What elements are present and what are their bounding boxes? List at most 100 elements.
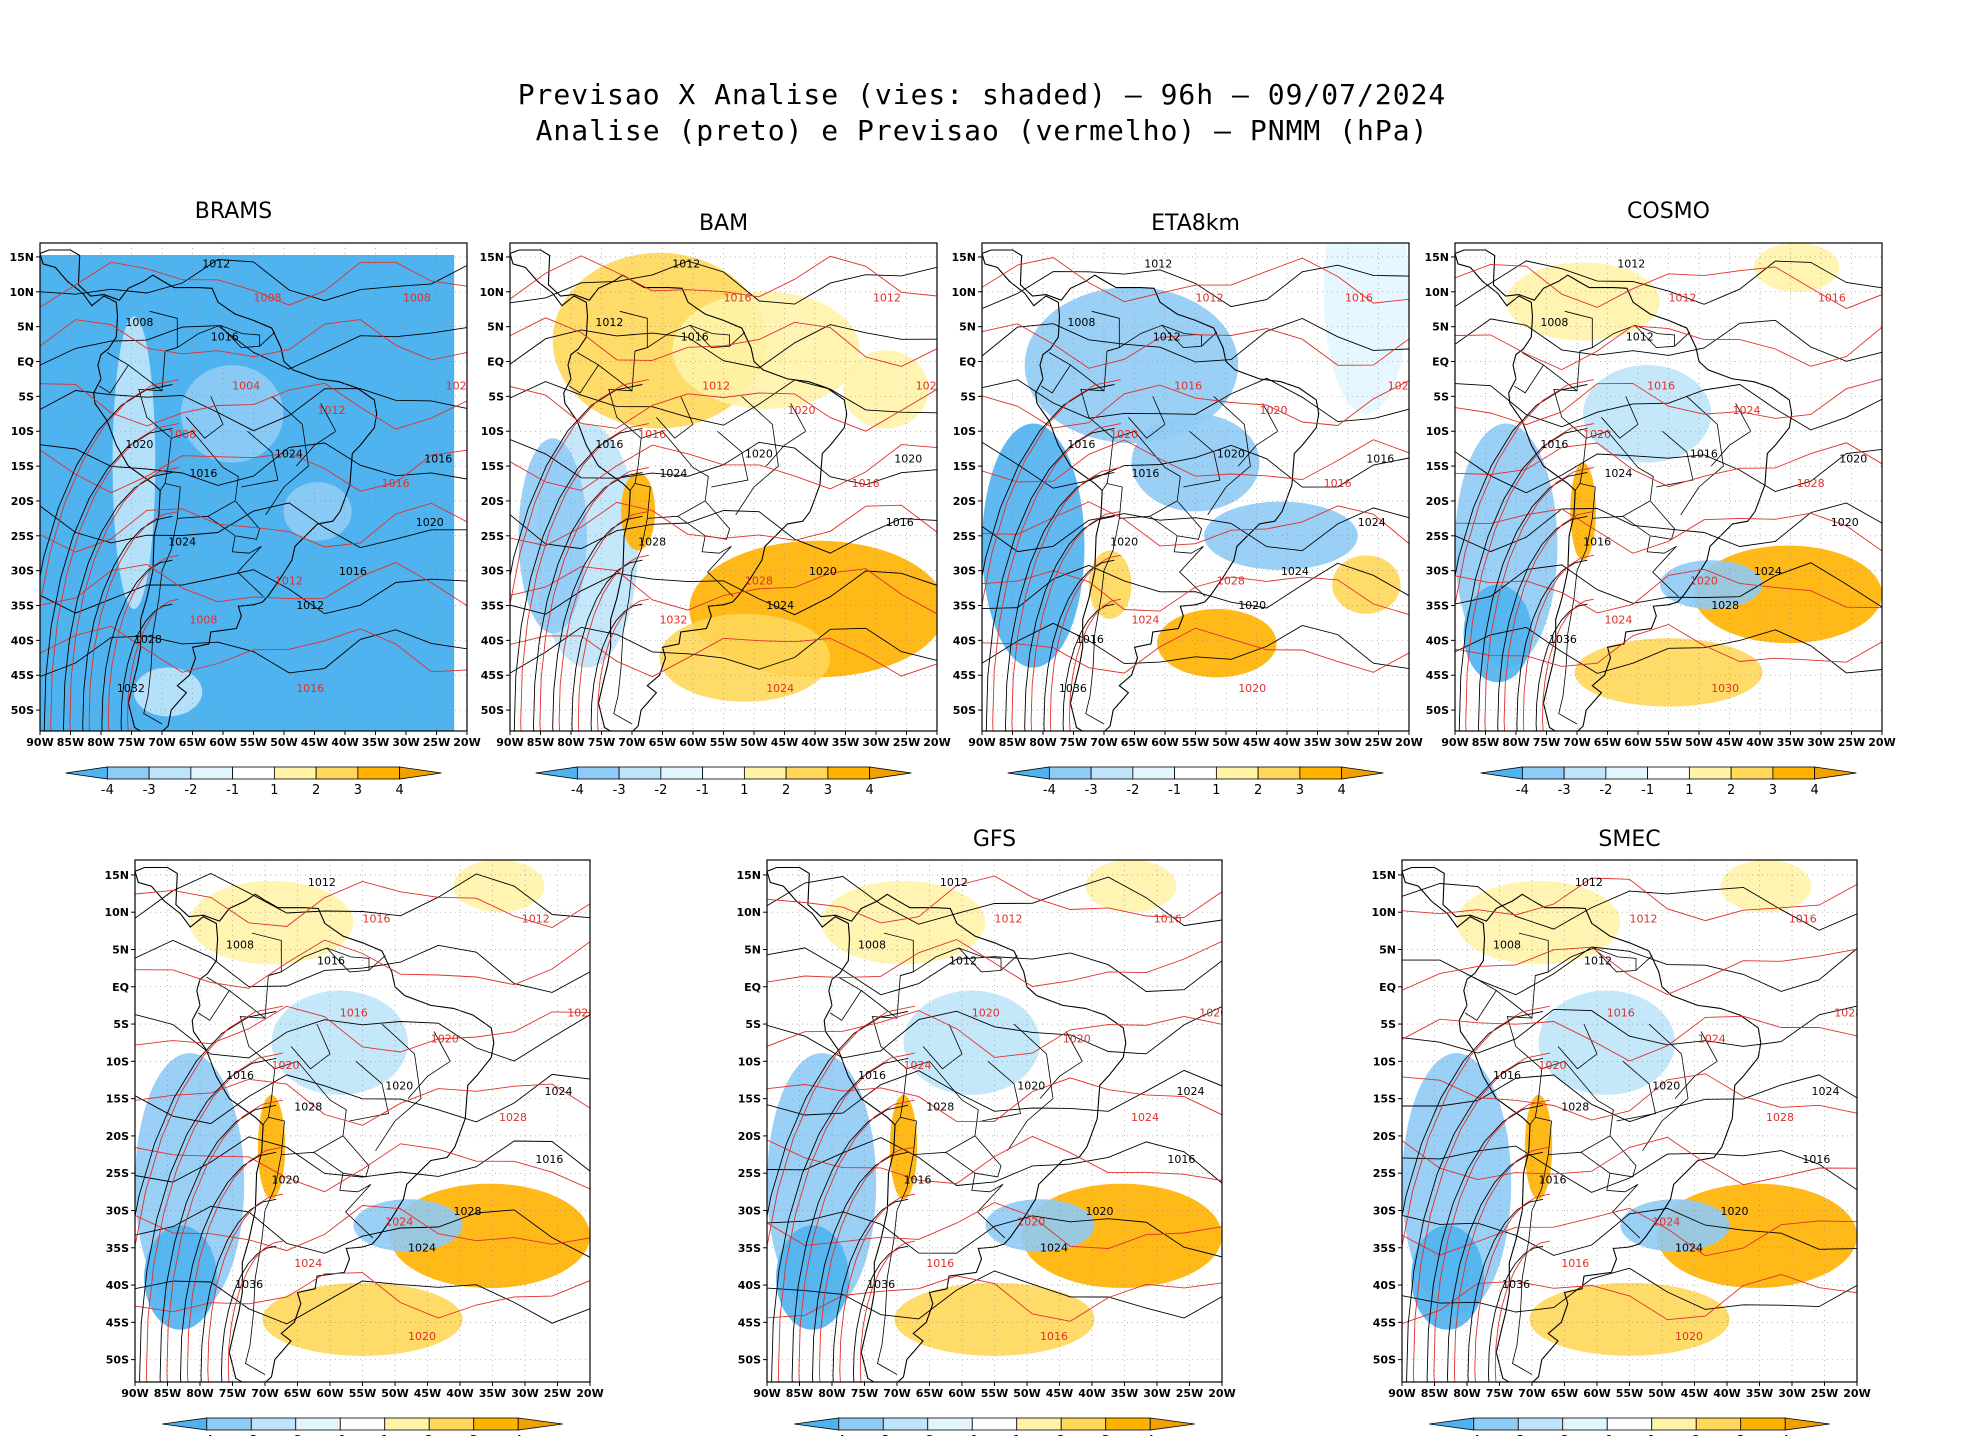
- bias-shading: [1088, 550, 1132, 619]
- analysis-isobar: [1402, 883, 1857, 931]
- lat-tick-label: 45S: [1426, 669, 1449, 682]
- country-border: [1558, 518, 1593, 725]
- forecast-isobar: [510, 444, 937, 491]
- analysis-contour-label: 1024: [1675, 1242, 1703, 1255]
- lat-tick-label: 5S: [18, 390, 34, 403]
- lon-tick-label: 90W: [753, 1387, 780, 1400]
- country-border: [677, 500, 731, 540]
- analysis-contour-label: 1008: [125, 316, 153, 329]
- lat-tick-label: 10S: [953, 425, 976, 438]
- lat-tick-label: 10S: [11, 425, 34, 438]
- colorbar-label: 1: [381, 1434, 389, 1436]
- lat-tick-label: 15S: [953, 460, 976, 473]
- colorbar-segment: [473, 1417, 519, 1431]
- lat-tick-label: 35S: [1426, 600, 1449, 613]
- lon-tick-label: 30W: [1143, 1387, 1170, 1400]
- colorbar-label: -3: [613, 783, 626, 798]
- analysis-contour-label: 1020: [1839, 453, 1867, 466]
- lon-tick-label: 60W: [1624, 736, 1651, 749]
- lon-tick-label: 80W: [87, 736, 114, 749]
- forecast-isobar: [40, 319, 467, 361]
- colorbar-label: -4: [101, 783, 114, 798]
- country-border: [861, 990, 898, 1019]
- forecast-contour-label: 1020: [1110, 428, 1138, 441]
- analysis-isobar: [590, 603, 643, 731]
- lon-tick-label: 85W: [999, 736, 1026, 749]
- colorbar-segment: [1341, 766, 1384, 780]
- analysis-contour-label: 1028: [1561, 1101, 1589, 1114]
- analysis-contour-label: 1016: [211, 331, 239, 344]
- analysis-contour-label: 1012: [202, 257, 230, 270]
- forecast-contour-label: 1016: [296, 682, 324, 695]
- analysis-isobar: [135, 1280, 590, 1325]
- lat-tick-label: 45S: [953, 669, 976, 682]
- analysis-contour-label: 1020: [1217, 448, 1245, 461]
- lon-tick-label: 20W: [923, 736, 950, 749]
- forecast-isobar: [1455, 379, 1594, 607]
- forecast-contour-label: 1020: [272, 1059, 300, 1072]
- lat-tick-label: 50S: [738, 1354, 761, 1367]
- analysis-contour-label: 1020: [125, 438, 153, 451]
- forecast-isobar: [1402, 1015, 1857, 1062]
- colorbar: -4 -3 -2 -1 1 2 3 4: [535, 766, 912, 798]
- lat-tick-label: 5N: [17, 321, 34, 334]
- analysis-isobar: [1455, 502, 1882, 553]
- analysis-isobar: [982, 264, 1409, 310]
- forecast-isobar: [1402, 1274, 1857, 1325]
- country-border: [138, 324, 276, 519]
- country-border: [829, 976, 862, 1021]
- analysis-contour-label: 1012: [1617, 257, 1645, 270]
- lon-tick-label: 80W: [1029, 736, 1056, 749]
- lon-tick-label: 75W: [1060, 736, 1087, 749]
- analysis-isobar: [135, 873, 590, 919]
- country-border: [1543, 364, 1578, 392]
- lon-tick-label: 35W: [1304, 736, 1331, 749]
- analysis-contour-label: 1016: [339, 565, 367, 578]
- forecast-isobar: [40, 449, 467, 494]
- lat-tick-label: 5S: [113, 1018, 129, 1031]
- colorbar-segment: [148, 766, 192, 780]
- forecast-contour-label: 1020: [1260, 404, 1288, 417]
- colorbar-segment: [1605, 766, 1649, 780]
- lat-tick-label: 5S: [745, 1018, 761, 1031]
- lat-tick-label: 45S: [738, 1316, 761, 1329]
- forecast-isobar: [1030, 510, 1121, 731]
- lon-tick-label: 30W: [511, 1387, 538, 1400]
- analysis-contour-label: 1012: [940, 876, 968, 889]
- lat-tick-label: 30S: [1373, 1204, 1396, 1217]
- colorbar-label: -4: [1516, 783, 1529, 798]
- bias-shading: [1131, 413, 1260, 512]
- analysis-contour-label: 1024: [545, 1085, 573, 1098]
- analysis-isobar: [135, 1010, 277, 1219]
- analysis-contour-label: 1028: [134, 633, 162, 646]
- forecast-isobar: [40, 625, 467, 673]
- colorbar-label: 2: [425, 1434, 433, 1436]
- analysis-isobar: [1488, 1245, 1544, 1382]
- colorbar-segment: [339, 1417, 386, 1431]
- forecast-isobar: [510, 635, 937, 678]
- country-border: [1574, 483, 1581, 491]
- lat-tick-label: 50S: [1426, 704, 1449, 717]
- country-border: [735, 396, 779, 516]
- forecast-contour-label: 1024: [1604, 614, 1632, 627]
- colorbar-label: -1: [1168, 783, 1181, 798]
- colorbar: -4 -3 -2 -1 1 2 3 4: [1480, 766, 1857, 798]
- forecast-isobar: [135, 1272, 590, 1319]
- country-border: [1085, 518, 1120, 725]
- bias-shading: [180, 365, 284, 463]
- colorbar-segment: [206, 1417, 252, 1431]
- lat-tick-label: 40S: [1426, 634, 1449, 647]
- country-border: [1101, 483, 1108, 491]
- bias-shading: [271, 990, 408, 1095]
- forecast-contour-label: 1016: [363, 913, 391, 926]
- forecast-isobar: [186, 1146, 283, 1382]
- colorbar-segment: [273, 766, 317, 780]
- analysis-contour-label: 1024: [1812, 1085, 1840, 1098]
- lon-tick-label: 55W: [349, 1387, 376, 1400]
- bias-shading: [262, 1282, 463, 1356]
- forecast-contour-label: 1012: [318, 404, 346, 417]
- forecast-contour-label: 1028: [745, 575, 773, 588]
- forecast-contour-label: 1024: [904, 1059, 932, 1072]
- analysis-contour-label: 1020: [1721, 1205, 1749, 1218]
- colorbar-label: 3: [470, 1434, 478, 1436]
